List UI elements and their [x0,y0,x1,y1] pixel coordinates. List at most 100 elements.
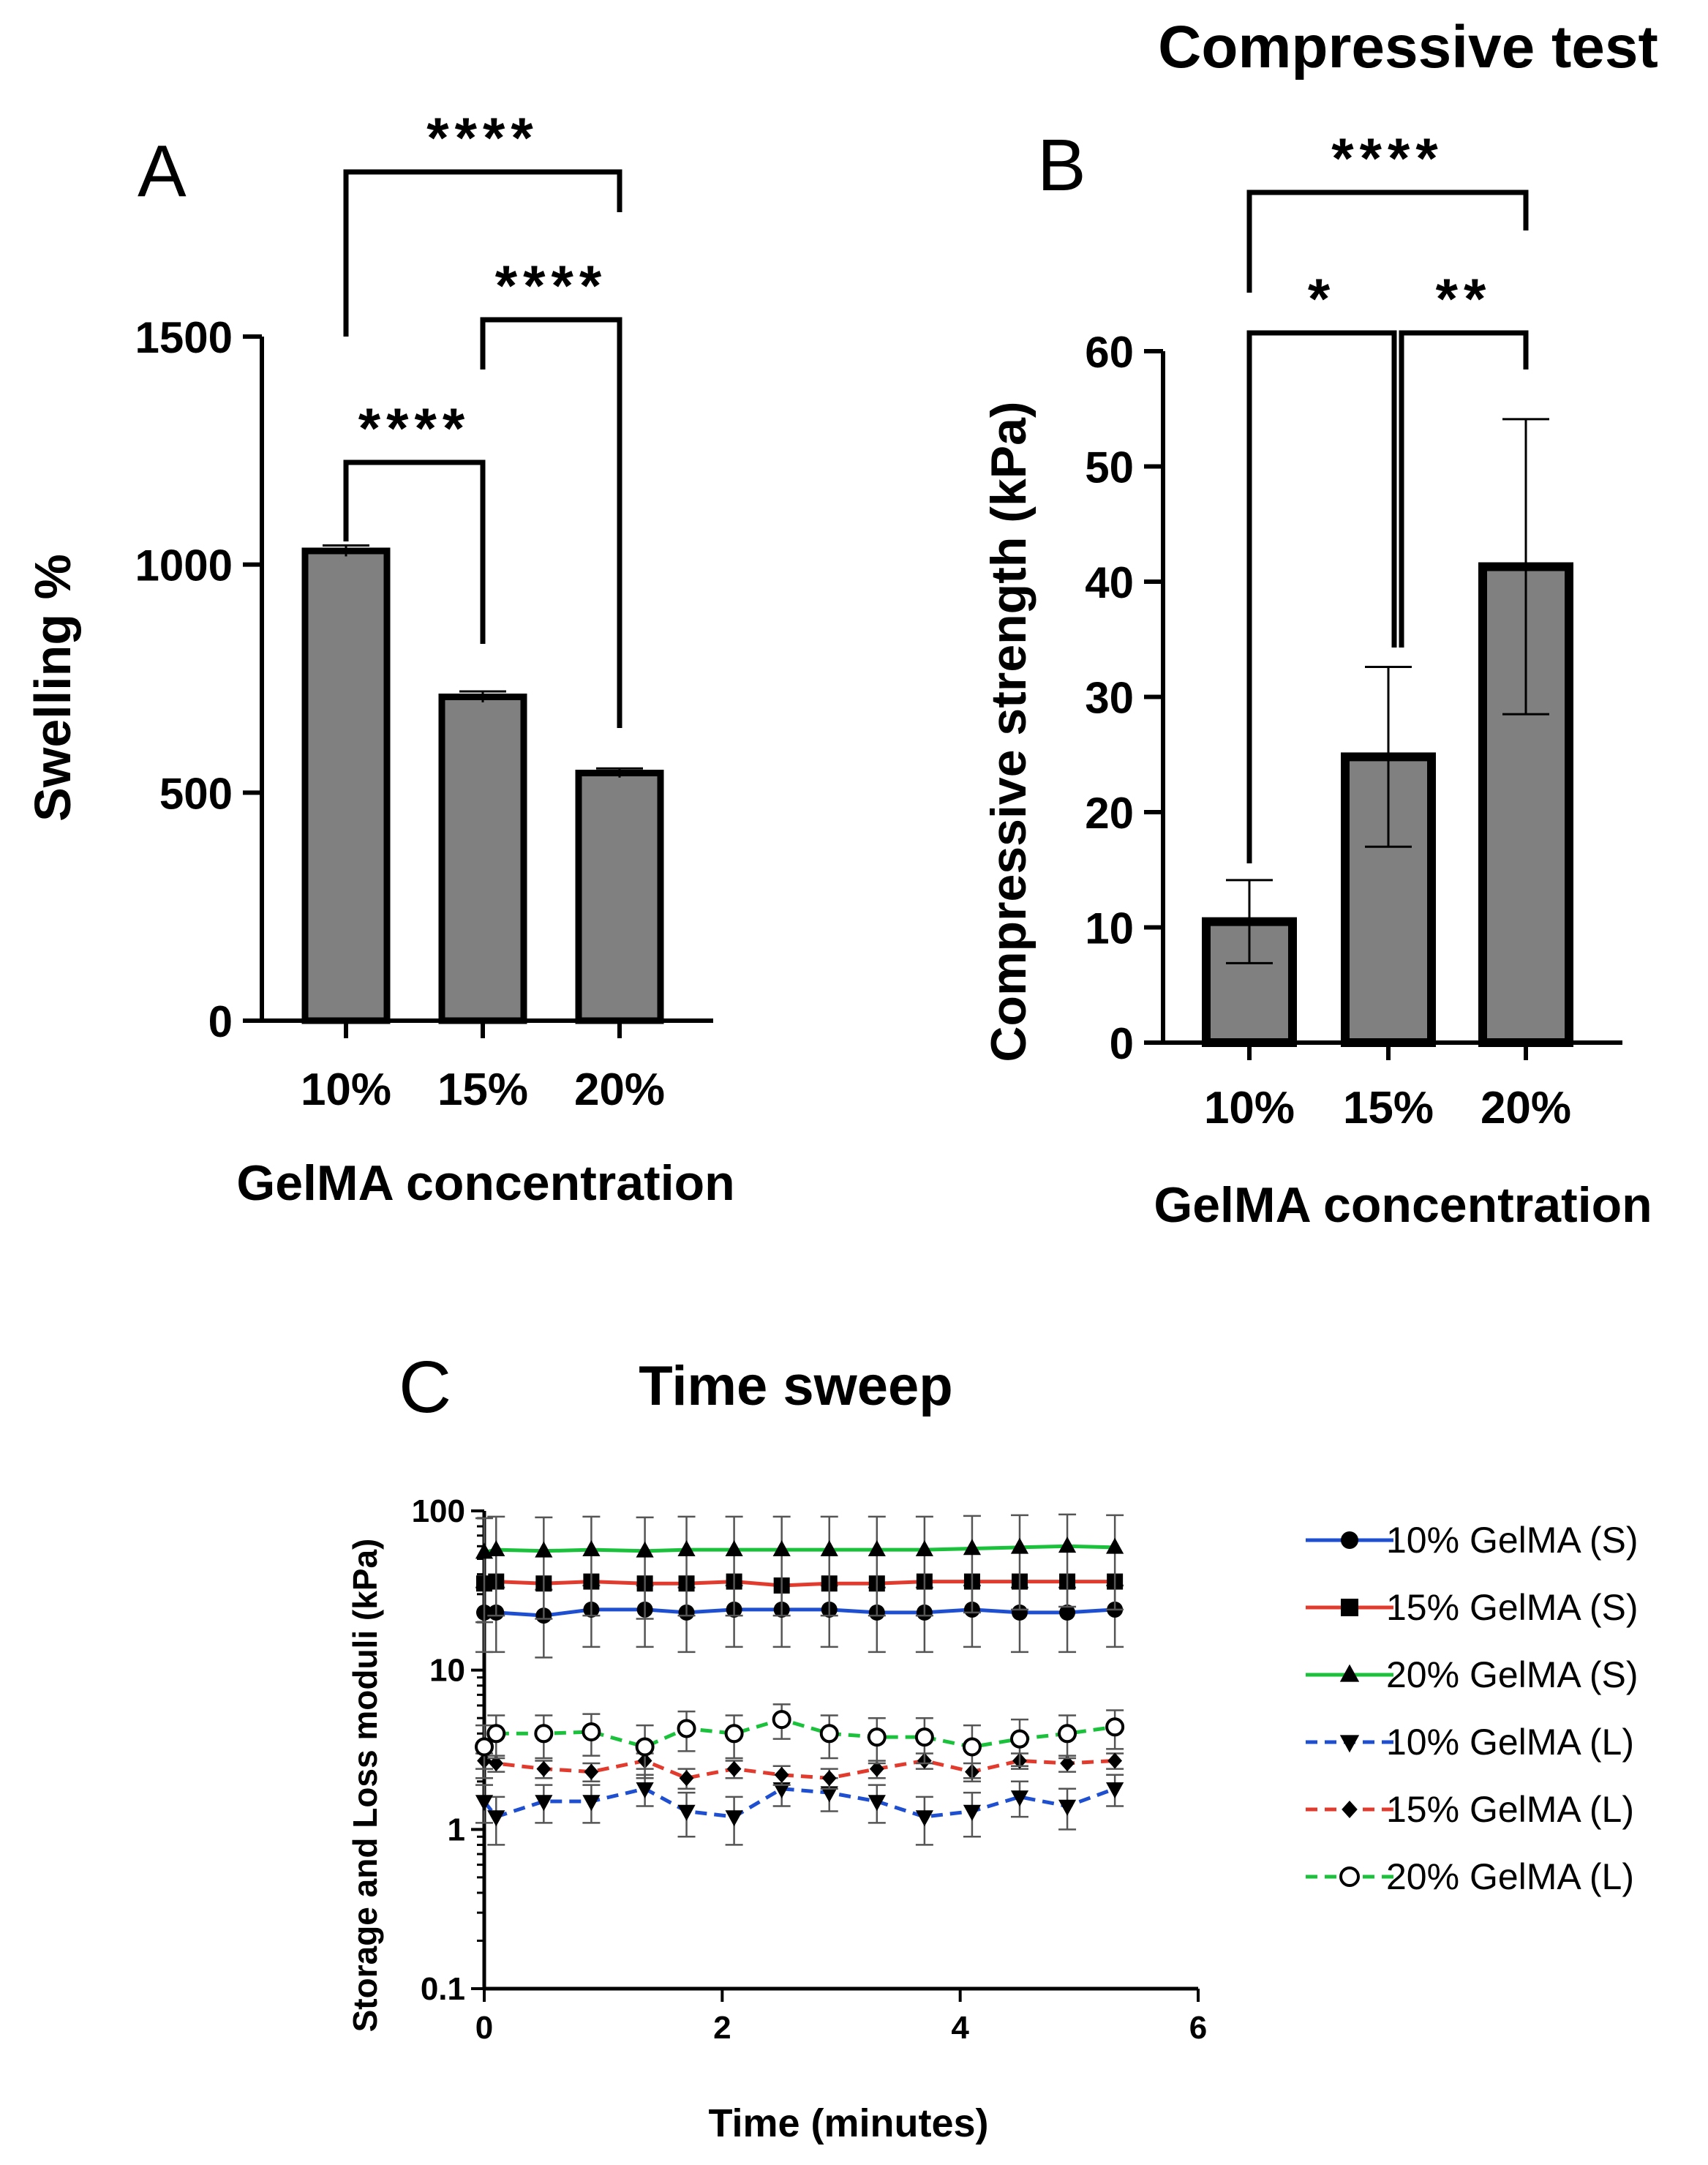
chart-c-ylabel: Storage and Loss moduli (kPa) [346,1539,384,2033]
data-point [582,1722,601,1741]
data-point [584,1763,599,1780]
data-point [869,1760,884,1777]
data-point [774,1766,789,1783]
chart-a-xlabel: GelMA concentration [236,1155,734,1211]
data-point [726,1760,742,1777]
data-point [819,1724,839,1744]
panel-label-a: A [138,130,187,212]
legend-entry: 10% GelMA (S) [1306,1520,1639,1561]
data-point [1339,1664,1360,1682]
y-tick-label: 10 [429,1653,465,1689]
y-tick-label: 20 [1085,789,1134,838]
data-point [1058,1799,1077,1816]
significance-bracket [1246,190,1529,293]
data-point [534,1724,554,1744]
chart-b-ylabel: Compressive strength (kPa) [981,401,1037,1062]
data-point [914,1727,934,1747]
x-tick-label: 10% [301,1065,391,1115]
legend-label: 15% GelMA (S) [1386,1587,1639,1628]
data-point [487,1539,505,1556]
y-tick-label: 1500 [135,313,233,362]
significance-label: * [1308,266,1336,331]
y-tick-label: 0 [208,997,233,1046]
data-point [1012,1604,1028,1621]
data-point [962,1737,982,1757]
x-tick-label: 6 [1189,2010,1207,2046]
series-5 [475,1703,1125,1779]
data-point [1010,1537,1029,1554]
data-point [582,1795,601,1812]
y-tick-label: 1000 [135,541,233,590]
data-point [1107,1752,1123,1769]
data-point [1059,1604,1076,1621]
significance-bracket [343,459,486,644]
significance-bracket [343,169,622,337]
significance-label: **** [426,105,538,170]
data-point [821,1770,837,1787]
data-point [677,1719,696,1738]
data-point [582,1539,601,1556]
data-point [1106,1782,1124,1798]
data-point [677,1804,696,1821]
data-point [486,1724,506,1744]
data-point [1341,1531,1358,1549]
data-point [1010,1729,1029,1749]
data-point [1105,1717,1125,1737]
panel-label-b: B [1037,124,1086,206]
chart-c-xlabel: Time (minutes) [708,2101,988,2145]
bar-10% [301,547,391,1024]
y-tick-label: 1 [448,1812,465,1847]
data-point [679,1770,694,1787]
data-point [963,1539,982,1556]
data-point [1058,1536,1077,1553]
legend-label: 10% GelMA (L) [1386,1722,1634,1763]
data-point [1342,1801,1358,1818]
legend-label: 10% GelMA (S) [1386,1520,1639,1561]
data-point [487,1810,505,1827]
data-point [1058,1724,1077,1744]
panel-label-c: C [399,1346,451,1428]
legend-entry: 20% GelMA (L) [1306,1856,1634,1897]
y-tick-label: 100 [412,1493,465,1529]
data-point [772,1539,791,1556]
data-point [1339,1735,1360,1753]
data-point [475,1737,494,1757]
x-tick-label: 15% [437,1065,528,1115]
x-tick-label: 20% [574,1065,665,1115]
bar-15% [438,693,527,1024]
y-tick-label: 50 [1085,443,1134,492]
data-point [475,1795,494,1812]
data-point [725,1539,743,1556]
legend-entry: 15% GelMA (S) [1306,1587,1639,1628]
data-point [820,1786,838,1803]
x-tick-label: 2 [713,2010,731,2046]
data-point [636,1782,654,1798]
data-point [677,1539,696,1556]
data-point [820,1539,838,1556]
data-point [915,1810,933,1827]
y-tick-label: 500 [159,769,233,818]
data-point [1339,1866,1360,1887]
y-tick-label: 30 [1085,674,1134,723]
chart-c-title: Time sweep [639,1355,952,1417]
data-point [1010,1790,1029,1807]
bar-20% [575,770,664,1024]
data-point [636,1541,654,1558]
x-tick-label: 4 [951,2010,969,2046]
significance-label: ** [1436,266,1492,331]
chart-c: 0.1 1 10 100 0 2 4 6 10% GelMA (S) 15% GelMA (S) 2… [412,1493,1639,2046]
y-tick-label: 0 [1110,1019,1134,1068]
data-point [724,1724,744,1744]
data-point [489,1755,504,1772]
significance-bracket [480,317,622,728]
legend-entry: 20% GelMA (S) [1306,1654,1639,1695]
series-line [483,1787,1116,1820]
series-1 [476,1573,1124,1594]
data-point [963,1804,982,1821]
legend-entry: 10% GelMA (L) [1306,1722,1634,1763]
series-3 [475,1774,1124,1846]
significance-bracket [1399,330,1529,648]
chart-b-title: Compressive test [1158,14,1658,80]
